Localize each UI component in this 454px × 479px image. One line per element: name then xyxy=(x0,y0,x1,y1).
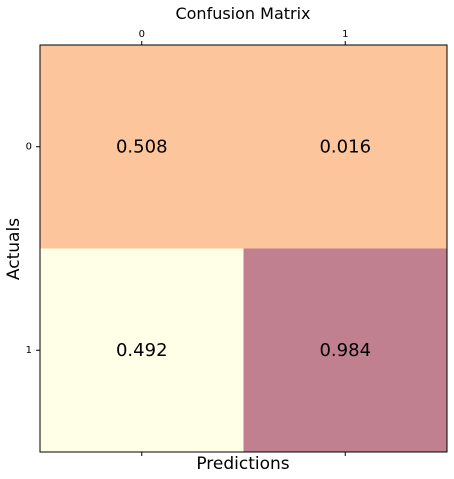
heatmap-cells xyxy=(40,45,448,453)
x-axis-label: Predictions xyxy=(196,454,289,474)
x-tick-label-0: 0 xyxy=(139,29,145,40)
cell-value-labels: 0.508 0.016 0.492 0.984 xyxy=(116,136,371,361)
axis-ticks: 0 1 0 1 xyxy=(26,29,348,456)
cell-value-label-r0-c0: 0.508 xyxy=(116,136,168,157)
y-tick-label-0: 0 xyxy=(26,141,32,152)
y-axis-label: Actuals xyxy=(4,218,24,280)
heatmap-cell-r1-c0 xyxy=(40,248,244,453)
cell-value-label-r1-c1: 0.984 xyxy=(319,340,371,361)
heatmap-cell-r0-c1 xyxy=(243,45,448,249)
y-tick-label-1: 1 xyxy=(26,345,32,356)
cell-value-label-r1-c0: 0.492 xyxy=(116,340,168,361)
plot-frame xyxy=(39,44,448,453)
heatmap-cell-r1-c1 xyxy=(243,248,448,453)
x-tick-label-1: 1 xyxy=(342,29,348,40)
heatmap-cell-r0-c0 xyxy=(40,45,244,249)
cell-value-label-r0-c1: 0.016 xyxy=(319,136,371,157)
chart-title: Confusion Matrix xyxy=(175,4,310,23)
